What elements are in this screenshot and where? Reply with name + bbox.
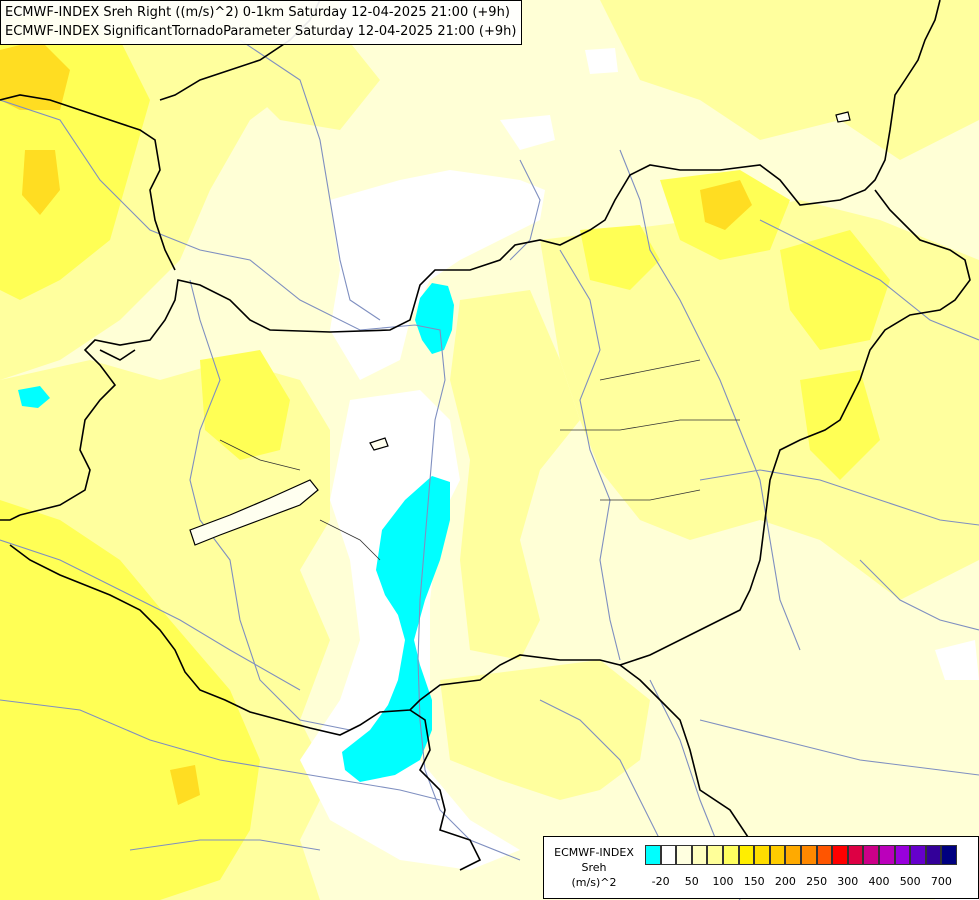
map-title: ECMWF-INDEX Sreh Right ((m/s)^2) 0-1km S… <box>0 0 523 45</box>
sreh-field-peak <box>0 40 752 805</box>
legend-model: ECMWF-INDEX <box>554 846 634 859</box>
legend-tick-label: 700 <box>930 875 952 888</box>
legend-ticks: -20 50 100 150 200 250 300 400 500 700 <box>645 875 975 889</box>
rivers <box>0 39 979 900</box>
legend-swatch <box>722 845 739 865</box>
legend-color-bar <box>645 845 957 865</box>
sreh-field-negative <box>18 283 454 782</box>
legend-parameter: Sreh <box>581 861 607 874</box>
legend-swatch <box>878 845 895 865</box>
legend-tick-label: 100 <box>712 875 734 888</box>
legend-swatch <box>941 845 957 865</box>
lakes <box>189 111 851 546</box>
region-lines <box>219 359 740 561</box>
legend-tick-label: 150 <box>743 875 765 888</box>
legend-swatch <box>707 845 723 865</box>
legend-swatch <box>660 845 677 865</box>
legend-swatch <box>832 845 848 865</box>
legend-swatch <box>645 845 661 865</box>
legend-tick-label: 250 <box>806 875 828 888</box>
color-legend: ECMWF-INDEX Sreh (m/s)^2 -20 50 100 150 200 2… <box>543 836 979 899</box>
legend-tick-label: 400 <box>868 875 890 888</box>
legend-swatch <box>910 845 926 865</box>
legend-tick-label: -20 <box>651 875 670 888</box>
legend-tick-label: 300 <box>837 875 859 888</box>
legend-tick-label: 200 <box>774 875 796 888</box>
legend-swatch <box>738 845 755 865</box>
legend-swatch <box>863 845 879 865</box>
legend-swatch <box>676 845 692 865</box>
legend-swatch <box>894 845 911 865</box>
legend-swatch <box>800 845 817 865</box>
legend-swatch <box>816 845 833 865</box>
legend-unit: (m/s)^2 <box>571 876 617 889</box>
legend-swatch <box>785 845 801 865</box>
legend-swatch <box>847 845 864 865</box>
sreh-field-strong <box>0 10 890 900</box>
legend-swatch <box>754 845 770 865</box>
legend-swatch <box>925 845 942 865</box>
title-line-2: ECMWF-INDEX SignificantTornadoParameter … <box>5 24 517 39</box>
legend-swatch <box>691 845 708 865</box>
legend-tick-label: 50 <box>684 875 699 888</box>
legend-tick-label: 500 <box>899 875 921 888</box>
legend-swatch <box>769 845 786 865</box>
title-line-1: ECMWF-INDEX Sreh Right ((m/s)^2) 0-1km S… <box>5 5 510 20</box>
